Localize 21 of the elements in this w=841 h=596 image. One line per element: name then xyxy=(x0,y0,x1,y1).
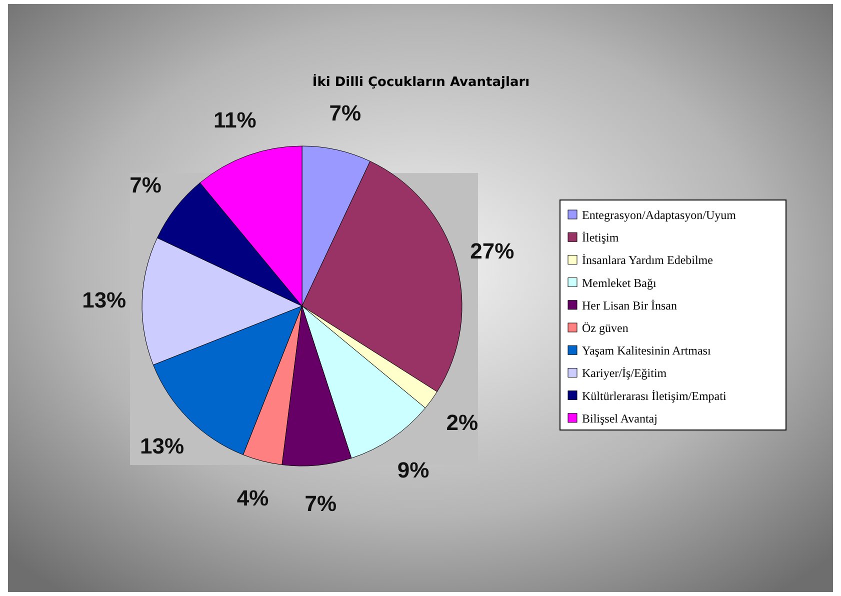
legend-label: Öz güven xyxy=(582,321,628,335)
data-label: 13% xyxy=(82,287,126,312)
data-label: 11% xyxy=(214,107,256,132)
data-label: 2% xyxy=(446,410,478,436)
legend-label: Yaşam Kalitesinin Artması xyxy=(582,344,712,358)
legend-label: Her Lisan Bir İnsan xyxy=(582,298,677,312)
legend-label: Bilişsel Avantaj xyxy=(582,411,658,426)
data-label: 7% xyxy=(329,100,362,126)
legend-label: İletişim xyxy=(582,230,620,245)
data-label: 4% xyxy=(236,485,269,510)
data-label: 27% xyxy=(470,238,514,264)
data-label: 13% xyxy=(140,434,184,459)
legend-label: Kariyer/İş/Eğitim xyxy=(582,366,668,380)
chart-title: İki Dilli Çocukların Avantajları xyxy=(312,73,530,90)
data-label: 7% xyxy=(304,490,337,516)
legend-label: Entegrasyon/Adaptasyon/Uyum xyxy=(582,208,737,222)
legend-label: Memleket Bağı xyxy=(582,276,657,290)
data-label: 7% xyxy=(130,172,162,198)
data-label: 9% xyxy=(397,457,430,482)
legend-label: Kültürlerarası İletişim/Empati xyxy=(582,388,727,403)
legend-label: İnsanlara Yardım Edebilme xyxy=(582,253,713,268)
